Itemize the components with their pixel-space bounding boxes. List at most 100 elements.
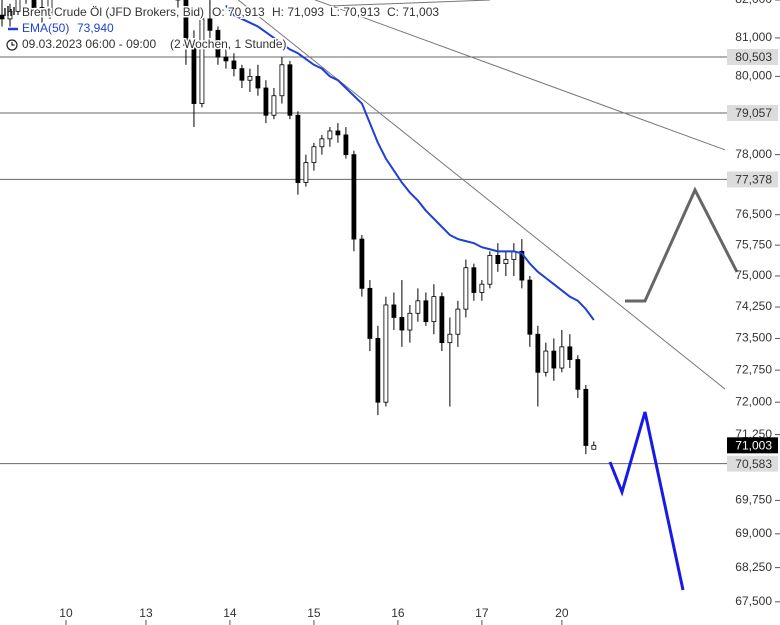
candle-body xyxy=(367,287,373,339)
trend-line xyxy=(329,0,491,7)
candle-body xyxy=(567,346,573,360)
candle-body xyxy=(431,296,437,323)
candle-body xyxy=(447,333,453,344)
candle-body xyxy=(351,154,357,240)
candle-body xyxy=(343,134,349,156)
y-tick-label: 74,250 xyxy=(735,299,772,313)
candle-body xyxy=(311,146,317,164)
level-label: 70,583 xyxy=(735,457,772,471)
level-box xyxy=(727,171,778,188)
candle-body xyxy=(199,18,205,104)
candle-body xyxy=(15,0,21,12)
header: Brent Crude Öl (JFD Brokers, Bid) O: 70,… xyxy=(4,4,441,53)
x-tick-label: 17 xyxy=(475,606,489,620)
candle-body xyxy=(255,75,261,89)
candle-body xyxy=(527,279,533,335)
candle-body xyxy=(551,350,557,369)
title: Brent Crude Öl (JFD Brokers, Bid) xyxy=(22,5,204,19)
candle-body xyxy=(423,300,429,323)
candle-body xyxy=(271,95,277,116)
candle-body xyxy=(479,283,485,293)
ema-value: 73,940 xyxy=(77,21,114,35)
projection-blue xyxy=(608,411,685,591)
candle-body xyxy=(191,45,197,104)
level-label: 79,057 xyxy=(735,106,772,120)
candle-body xyxy=(231,60,237,70)
icon xyxy=(4,6,15,16)
ohlc-label: O: 70,913 xyxy=(212,5,265,19)
candle-body xyxy=(239,68,245,81)
x-tick-label: 15 xyxy=(307,606,321,620)
candle-body xyxy=(287,64,293,116)
candle-body xyxy=(247,75,253,81)
y-tick-label: 75,750 xyxy=(735,237,772,251)
candle-body xyxy=(319,138,325,148)
x-tick-label: 10 xyxy=(59,606,73,620)
drawings xyxy=(237,0,725,390)
candle-body xyxy=(183,0,189,46)
candle-body xyxy=(391,304,397,318)
y-tick-label: 72,750 xyxy=(735,362,772,376)
period: (2 Wochen, 1 Stunde) xyxy=(170,37,287,51)
candle-body xyxy=(495,255,501,265)
plot xyxy=(0,0,597,455)
candle-body xyxy=(31,0,37,8)
subtitle: 09.03.2023 06:00 - 09:00 xyxy=(22,37,156,51)
y-tick-label: 73,500 xyxy=(735,331,772,345)
projection-gray xyxy=(625,186,739,303)
x-tick-label: 20 xyxy=(555,606,569,620)
candle-body xyxy=(215,29,221,58)
y-tick-label: 75,000 xyxy=(735,268,772,282)
candle-body xyxy=(335,130,341,136)
candle-body xyxy=(487,255,493,285)
ohlc-label: C: 71,003 xyxy=(387,5,439,19)
candle-body xyxy=(439,296,445,344)
level-box xyxy=(727,48,778,65)
y-tick-label: 82,000 xyxy=(735,0,772,6)
ohlc-label: H: 71,093 xyxy=(272,5,324,19)
x-tick-label: 13 xyxy=(139,606,153,620)
candle-body xyxy=(359,238,365,289)
candle-body xyxy=(263,87,269,116)
y-tick-label: 72,000 xyxy=(735,394,772,408)
clock-hand xyxy=(11,42,15,46)
candle-body xyxy=(0,14,5,20)
candle-body xyxy=(327,130,333,140)
candle-body xyxy=(503,259,509,265)
candle-body xyxy=(207,18,213,31)
x-tick-label: 16 xyxy=(391,606,405,620)
candle-body xyxy=(399,317,405,331)
y-tick-label: 67,500 xyxy=(735,594,772,608)
candle-body xyxy=(407,312,413,331)
y-tick-label: 69,750 xyxy=(735,493,772,507)
candle-body xyxy=(559,346,565,369)
candle-body xyxy=(455,308,461,335)
candle-body xyxy=(303,162,309,183)
y-tick-label: 78,000 xyxy=(735,147,772,161)
candle-body xyxy=(471,267,477,293)
level-label: 80,503 xyxy=(735,50,772,64)
candle-body xyxy=(575,359,581,390)
candle-body xyxy=(463,267,469,310)
candle-body xyxy=(535,333,541,373)
ema-name: EMA(50) xyxy=(22,21,69,35)
y-tick-label: 76,500 xyxy=(735,207,772,221)
candle-body xyxy=(39,7,45,16)
candle-body xyxy=(295,114,301,183)
trend-line xyxy=(237,0,725,390)
level-box xyxy=(727,105,778,122)
x-tick-label: 14 xyxy=(223,606,237,620)
y-tick-label: 80,000 xyxy=(735,69,772,83)
axes: 82,000 81,000 80,000 78,000 76,500 75,750 75,0… xyxy=(59,0,780,625)
candle-body xyxy=(519,250,525,281)
y-tick-label: 81,000 xyxy=(735,30,772,44)
level-box xyxy=(727,455,778,472)
last-price-label: 71,003 xyxy=(735,438,772,452)
y-tick-label: 68,250 xyxy=(735,560,772,574)
candle-body xyxy=(591,444,597,450)
trend-line xyxy=(314,0,725,151)
ohlc-label: L: 70,913 xyxy=(330,5,380,19)
candle-body xyxy=(223,56,229,62)
y-tick-label: 69,000 xyxy=(735,526,772,540)
